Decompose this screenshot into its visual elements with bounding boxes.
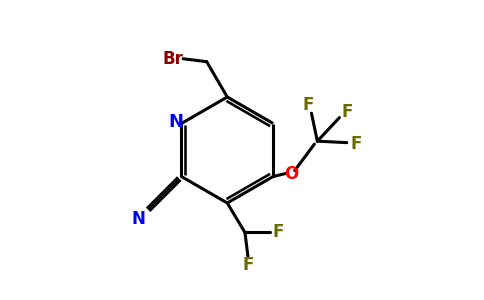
Text: F: F [351, 135, 362, 153]
Text: O: O [284, 165, 298, 183]
Text: N: N [168, 113, 183, 131]
Text: Br: Br [162, 50, 183, 68]
Text: F: F [342, 103, 353, 121]
Text: F: F [242, 256, 254, 274]
Text: N: N [132, 210, 146, 228]
Text: F: F [303, 96, 314, 114]
Text: F: F [272, 224, 284, 242]
